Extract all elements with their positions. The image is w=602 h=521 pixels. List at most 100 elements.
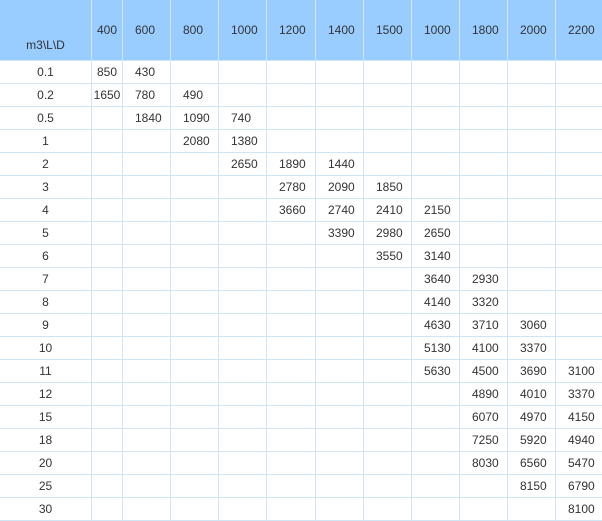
table-cell (92, 130, 123, 153)
table-cell (123, 383, 171, 406)
table-cell: 6560 (508, 452, 556, 475)
table-cell (364, 429, 412, 452)
row-label: 4 (0, 199, 92, 222)
table-cell (219, 245, 267, 268)
table-cell (92, 245, 123, 268)
table-cell (219, 429, 267, 452)
table-cell (508, 222, 556, 245)
row-label: 3 (0, 176, 92, 199)
table-cell (123, 337, 171, 360)
table-cell: 4100 (460, 337, 508, 360)
table-cell (171, 475, 219, 498)
table-cell (364, 360, 412, 383)
table-cell (412, 498, 460, 521)
table-cell (123, 268, 171, 291)
table-cell: 8150 (508, 475, 556, 498)
table-cell (171, 314, 219, 337)
table-cell (92, 153, 123, 176)
table-cell (267, 452, 316, 475)
row-label: 9 (0, 314, 92, 337)
table-cell (316, 429, 364, 452)
table-cell (123, 130, 171, 153)
table-cell (171, 268, 219, 291)
table-cell (219, 314, 267, 337)
table-cell (219, 360, 267, 383)
table-cell (171, 222, 219, 245)
table-cell (219, 337, 267, 360)
table-cell (364, 337, 412, 360)
table-cell (556, 61, 602, 84)
table-cell (364, 153, 412, 176)
table-cell: 2780 (267, 176, 316, 199)
table-cell (556, 245, 602, 268)
row-label: 8 (0, 291, 92, 314)
column-header: 1000 (412, 0, 460, 61)
table-cell: 2740 (316, 199, 364, 222)
table-cell: 3320 (460, 291, 508, 314)
table-cell (460, 199, 508, 222)
row-label: 15 (0, 406, 92, 429)
table-cell (508, 153, 556, 176)
table-cell: 2080 (171, 130, 219, 153)
table-cell (508, 498, 556, 521)
table-cell (92, 314, 123, 337)
table-cell: 2090 (316, 176, 364, 199)
table-cell (316, 107, 364, 130)
table-cell (316, 268, 364, 291)
table-cell (508, 291, 556, 314)
table-cell (123, 314, 171, 337)
table-cell (316, 360, 364, 383)
row-label: 11 (0, 360, 92, 383)
row-label: 7 (0, 268, 92, 291)
table-cell (412, 153, 460, 176)
table-cell (316, 130, 364, 153)
table-cell: 5920 (508, 429, 556, 452)
table-cell: 5130 (412, 337, 460, 360)
column-header: 2200 (556, 0, 602, 61)
table-cell (267, 475, 316, 498)
table-cell (171, 245, 219, 268)
table-cell (92, 199, 123, 222)
table-cell (460, 245, 508, 268)
table-cell: 490 (171, 84, 219, 107)
table-cell (316, 337, 364, 360)
table-cell (92, 475, 123, 498)
table-cell (267, 107, 316, 130)
corner-header: m3\L\D (0, 0, 92, 61)
table-cell: 1890 (267, 153, 316, 176)
table-cell (508, 130, 556, 153)
table-cell (123, 199, 171, 222)
table-cell (171, 383, 219, 406)
table-cell: 3100 (556, 360, 602, 383)
table-cell: 3660 (267, 199, 316, 222)
table-cell: 3550 (364, 245, 412, 268)
table-cell (364, 475, 412, 498)
table-cell (460, 475, 508, 498)
table-cell (556, 107, 602, 130)
table-cell (316, 291, 364, 314)
table-cell (92, 337, 123, 360)
table-cell (219, 291, 267, 314)
table-cell: 8100 (556, 498, 602, 521)
table-cell: 3370 (508, 337, 556, 360)
table-cell: 6070 (460, 406, 508, 429)
table-cell (171, 337, 219, 360)
table-cell (267, 291, 316, 314)
table-cell (508, 245, 556, 268)
table-cell (508, 176, 556, 199)
table-cell (267, 383, 316, 406)
table-cell (364, 406, 412, 429)
table-cell (267, 498, 316, 521)
table-cell (412, 383, 460, 406)
table-cell (316, 498, 364, 521)
table-cell (412, 61, 460, 84)
row-label: 12 (0, 383, 92, 406)
